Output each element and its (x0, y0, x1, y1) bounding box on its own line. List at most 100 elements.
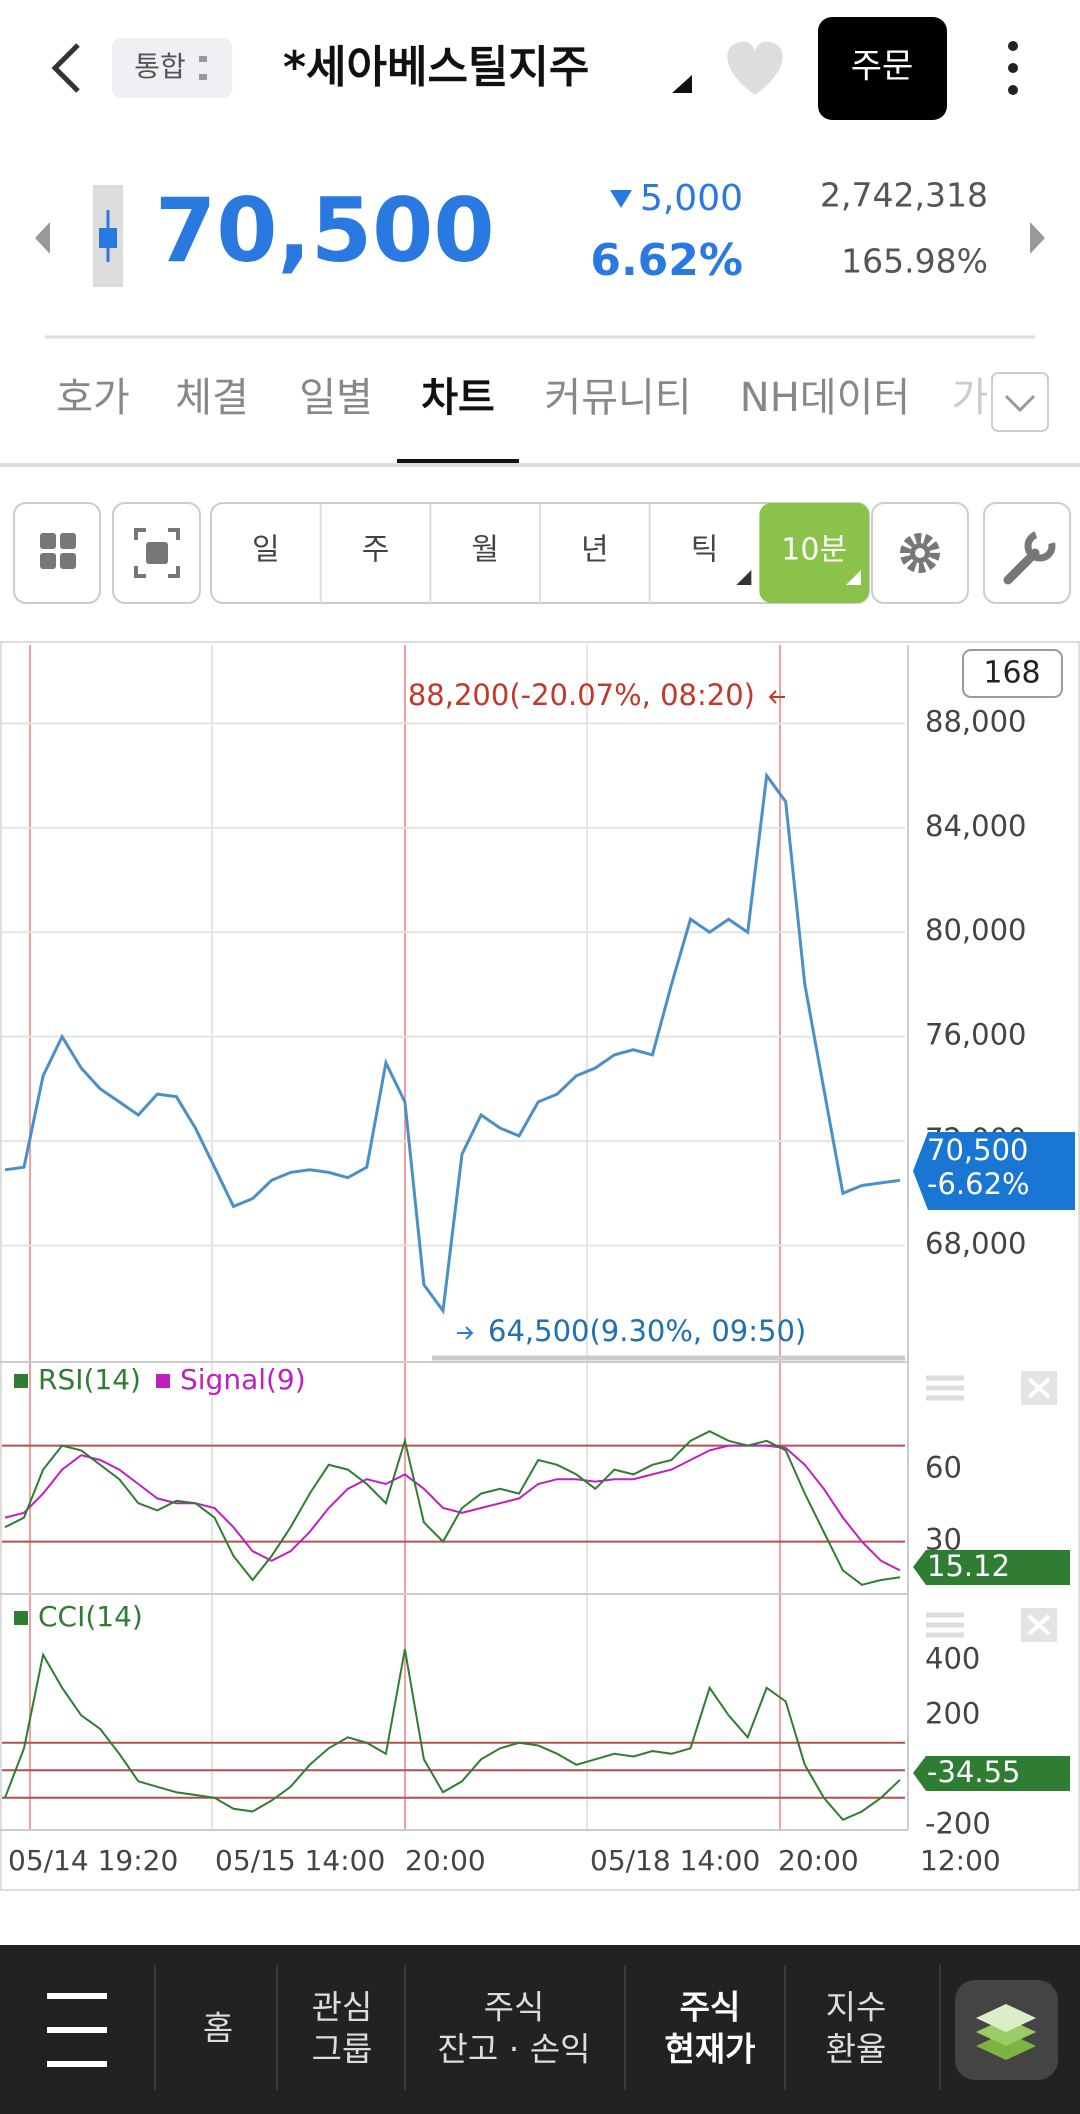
low-annotation: 64,500(9.30%, 09:50) (488, 1314, 806, 1348)
nav-item[interactable]: 현재가 (664, 2030, 755, 2069)
period-dropdown (736, 570, 752, 585)
last-value: -34.55 (927, 1755, 1021, 1789)
nav-menu-icon[interactable] (47, 1993, 107, 2067)
current-price: 70,500 (155, 179, 495, 282)
legend-swatch (14, 1611, 28, 1625)
chip-dot (199, 56, 207, 62)
high-arrow (768, 690, 785, 704)
nav-item[interactable]: 지수 (826, 1988, 887, 2027)
nav-item[interactable]: 잔고 · 손익 (438, 2030, 591, 2069)
prev-arrow[interactable] (35, 222, 50, 254)
tab[interactable]: 일별 (299, 375, 373, 421)
down-triangle (610, 190, 632, 208)
change-rate: 6.62% (590, 235, 743, 286)
layout-icon (40, 533, 76, 569)
panel-close-icon (1027, 1377, 1051, 1399)
last-value-box (913, 1550, 1070, 1585)
tab-bar: 호가 체결 일별 차트 커뮤니티 NH데이터 가 (56, 375, 988, 465)
x-tick-label: 12:00 (920, 1844, 1001, 1877)
layout-button[interactable] (13, 502, 101, 604)
market-label: 통합 (134, 50, 186, 83)
capture-icon-center (146, 542, 168, 564)
x-tick-label: 05/14 19:20 (8, 1844, 178, 1877)
price-change: 5,000 (640, 178, 743, 219)
legend-swatch (14, 1374, 28, 1388)
tab-more-icon (1004, 394, 1036, 413)
gear-icon-hole (915, 548, 925, 558)
menu-dot (1008, 63, 1018, 73)
nav-item[interactable]: 주식 (680, 1988, 741, 2027)
y-tick-label: 400 (925, 1641, 980, 1675)
tab[interactable]: 차트 (421, 375, 495, 421)
capture-icon (134, 528, 180, 578)
bottom-nav (0, 1945, 1080, 2114)
market-chip[interactable] (112, 38, 232, 98)
mini-candle-body (99, 228, 117, 248)
volume: 2,742,318 (820, 176, 988, 215)
period-button[interactable]: 10분 (781, 533, 847, 568)
wrench-head (1024, 530, 1056, 562)
price-line (4, 771, 901, 1315)
layers-icon (976, 2004, 1036, 2032)
tab[interactable]: 가 (952, 375, 989, 421)
tab[interactable]: 체결 (175, 375, 249, 421)
panel-close-icon (1027, 1614, 1051, 1636)
period-button[interactable]: 주 (362, 533, 390, 568)
title-dropdown[interactable] (672, 75, 692, 93)
volume-rate: 165.98% (841, 242, 988, 281)
period-active-bg (759, 503, 869, 603)
favorite-heart[interactable] (727, 41, 783, 95)
count-box[interactable] (962, 649, 1063, 698)
y-tick-label: 68,000 (925, 1227, 1026, 1261)
menu-dot[interactable] (1008, 41, 1018, 51)
nav-item[interactable]: 그룹 (312, 2030, 373, 2069)
menu-dot (1008, 85, 1018, 95)
high-annotation: 88,200(-20.07%, 08:20) (408, 678, 755, 712)
legend-label: Signal(9) (180, 1363, 306, 1396)
legend-label: CCI(14) (38, 1600, 143, 1633)
chart-area: 88,00084,00080,00076,00072,00068,00088,2… (0, 645, 1075, 1877)
last-price: 70,500 (927, 1133, 1028, 1167)
y-tick-label: 60 (925, 1451, 962, 1485)
x-tick-label: 20:00 (405, 1844, 486, 1877)
period-button[interactable]: 월 (471, 533, 499, 568)
legend-swatch (156, 1374, 170, 1388)
low-arrow (457, 1326, 474, 1340)
back-button[interactable] (51, 43, 80, 93)
count-label: 168 (983, 656, 1040, 691)
period-button[interactable]: 틱 (691, 533, 719, 568)
x-tick-label: 05/18 14:00 (590, 1844, 760, 1877)
stock-title[interactable]: *세아베스틸지주 (283, 42, 589, 93)
x-tick-label: 20:00 (778, 1844, 859, 1877)
nav-item[interactable]: 주식 (484, 1988, 545, 2027)
order-button[interactable] (818, 17, 947, 120)
tab[interactable]: 커뮤니티 (544, 375, 691, 421)
cci-line (4, 1649, 901, 1822)
period-dropdown (846, 570, 861, 585)
tab-more[interactable] (991, 372, 1049, 432)
legend-label: RSI(14) (38, 1363, 141, 1396)
period-button[interactable]: 년 (581, 533, 609, 568)
y-tick-label: 76,000 (925, 1018, 1026, 1052)
nav-item[interactable]: 관심 (312, 1988, 373, 2027)
chart-frame (0, 641, 1080, 1891)
tab-underline (397, 459, 519, 465)
nav-item[interactable]: 홈 (203, 2009, 233, 2048)
y-tick-label: 84,000 (925, 809, 1026, 843)
y-tick-label: -200 (925, 1806, 991, 1840)
tab[interactable]: NH데이터 (740, 375, 910, 421)
last-change: -6.62% (927, 1167, 1030, 1201)
nav-item[interactable]: 환율 (826, 2030, 887, 2069)
order-label: 주문 (851, 47, 914, 87)
next-arrow[interactable] (1030, 222, 1045, 254)
x-tick-label: 05/15 14:00 (215, 1844, 385, 1877)
last-value-box (913, 1756, 1070, 1791)
gear-icon (900, 533, 940, 573)
period-button[interactable]: 일 (252, 533, 280, 568)
chip-dot (199, 74, 207, 80)
y-tick-label: 80,000 (925, 913, 1026, 947)
tab[interactable]: 호가 (56, 375, 130, 421)
